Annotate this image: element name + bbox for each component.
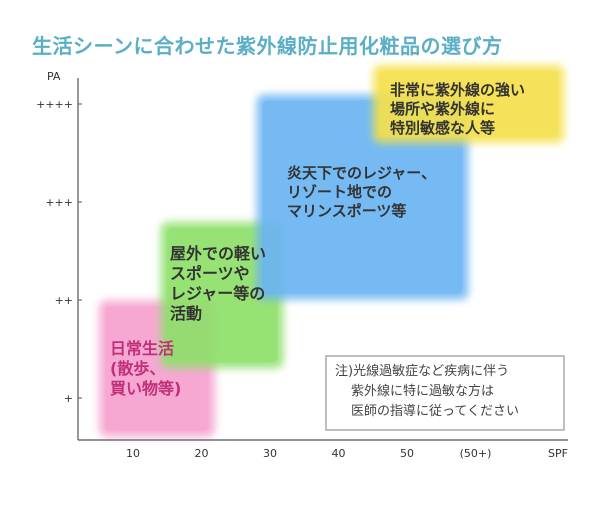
region-label-line: 非常に紫外線の強い bbox=[390, 81, 525, 99]
region-label-line: 買い物等) bbox=[110, 379, 181, 398]
region-2 bbox=[160, 221, 284, 369]
region-label-line: 活動 bbox=[170, 304, 202, 323]
x-tick-label: 50 bbox=[400, 447, 414, 460]
x-tick-label: 30 bbox=[263, 447, 277, 460]
x-tick-label: (50+) bbox=[460, 447, 492, 460]
region-box-core bbox=[166, 227, 278, 363]
region-label-line: (散歩、 bbox=[110, 359, 165, 378]
note-box bbox=[325, 355, 565, 431]
region-label-1: 日常生活(散歩、買い物等) bbox=[110, 339, 181, 398]
region-label-line: 場所や紫外線に bbox=[390, 100, 495, 118]
note-line: 注)光線過敏症など疾病に伴う bbox=[335, 363, 509, 379]
region-4 bbox=[372, 64, 565, 144]
region-label-2: 屋外での軽いスポーツやレジャー等の活動 bbox=[170, 244, 266, 323]
region-box-core bbox=[262, 100, 463, 294]
x-tick-label: 40 bbox=[332, 447, 346, 460]
region-label-line: マリンスポーツ等 bbox=[287, 202, 406, 220]
region-label-line: 特別敏感な人等 bbox=[390, 119, 495, 137]
region-label-line: 屋外での軽い bbox=[170, 244, 266, 263]
region-label-line: 日常生活 bbox=[110, 339, 174, 358]
region-3 bbox=[256, 94, 469, 300]
region-label-line: リゾート地での bbox=[287, 183, 392, 201]
chart-title: 生活シーンに合わせた紫外線防止用化粧品の選び方 bbox=[32, 34, 503, 58]
y-tick-label: +++ bbox=[45, 196, 73, 209]
region-label-3: 炎天下でのレジャー、リゾート地でのマリンスポーツ等 bbox=[287, 164, 436, 220]
region-label-line: レジャー等の bbox=[170, 284, 265, 303]
region-label-4: 非常に紫外線の強い場所や紫外線に特別敏感な人等 bbox=[390, 81, 525, 137]
region-label-line: 炎天下でのレジャー、 bbox=[287, 164, 436, 182]
x-axis-label: SPF bbox=[548, 447, 568, 460]
x-tick-label: 10 bbox=[126, 447, 140, 460]
y-tick-label: ++ bbox=[55, 294, 73, 307]
y-axis-label: PA bbox=[47, 70, 61, 83]
region-label-line: スポーツや bbox=[170, 264, 250, 283]
y-tick-label: + bbox=[64, 392, 73, 405]
region-box-core bbox=[378, 70, 559, 138]
note-line: 紫外線に特に過敏な方は bbox=[351, 383, 494, 399]
x-tick-label: 20 bbox=[195, 447, 209, 460]
note-line: 医師の指導に従ってください bbox=[351, 404, 519, 419]
y-tick-label: ++++ bbox=[36, 98, 73, 111]
